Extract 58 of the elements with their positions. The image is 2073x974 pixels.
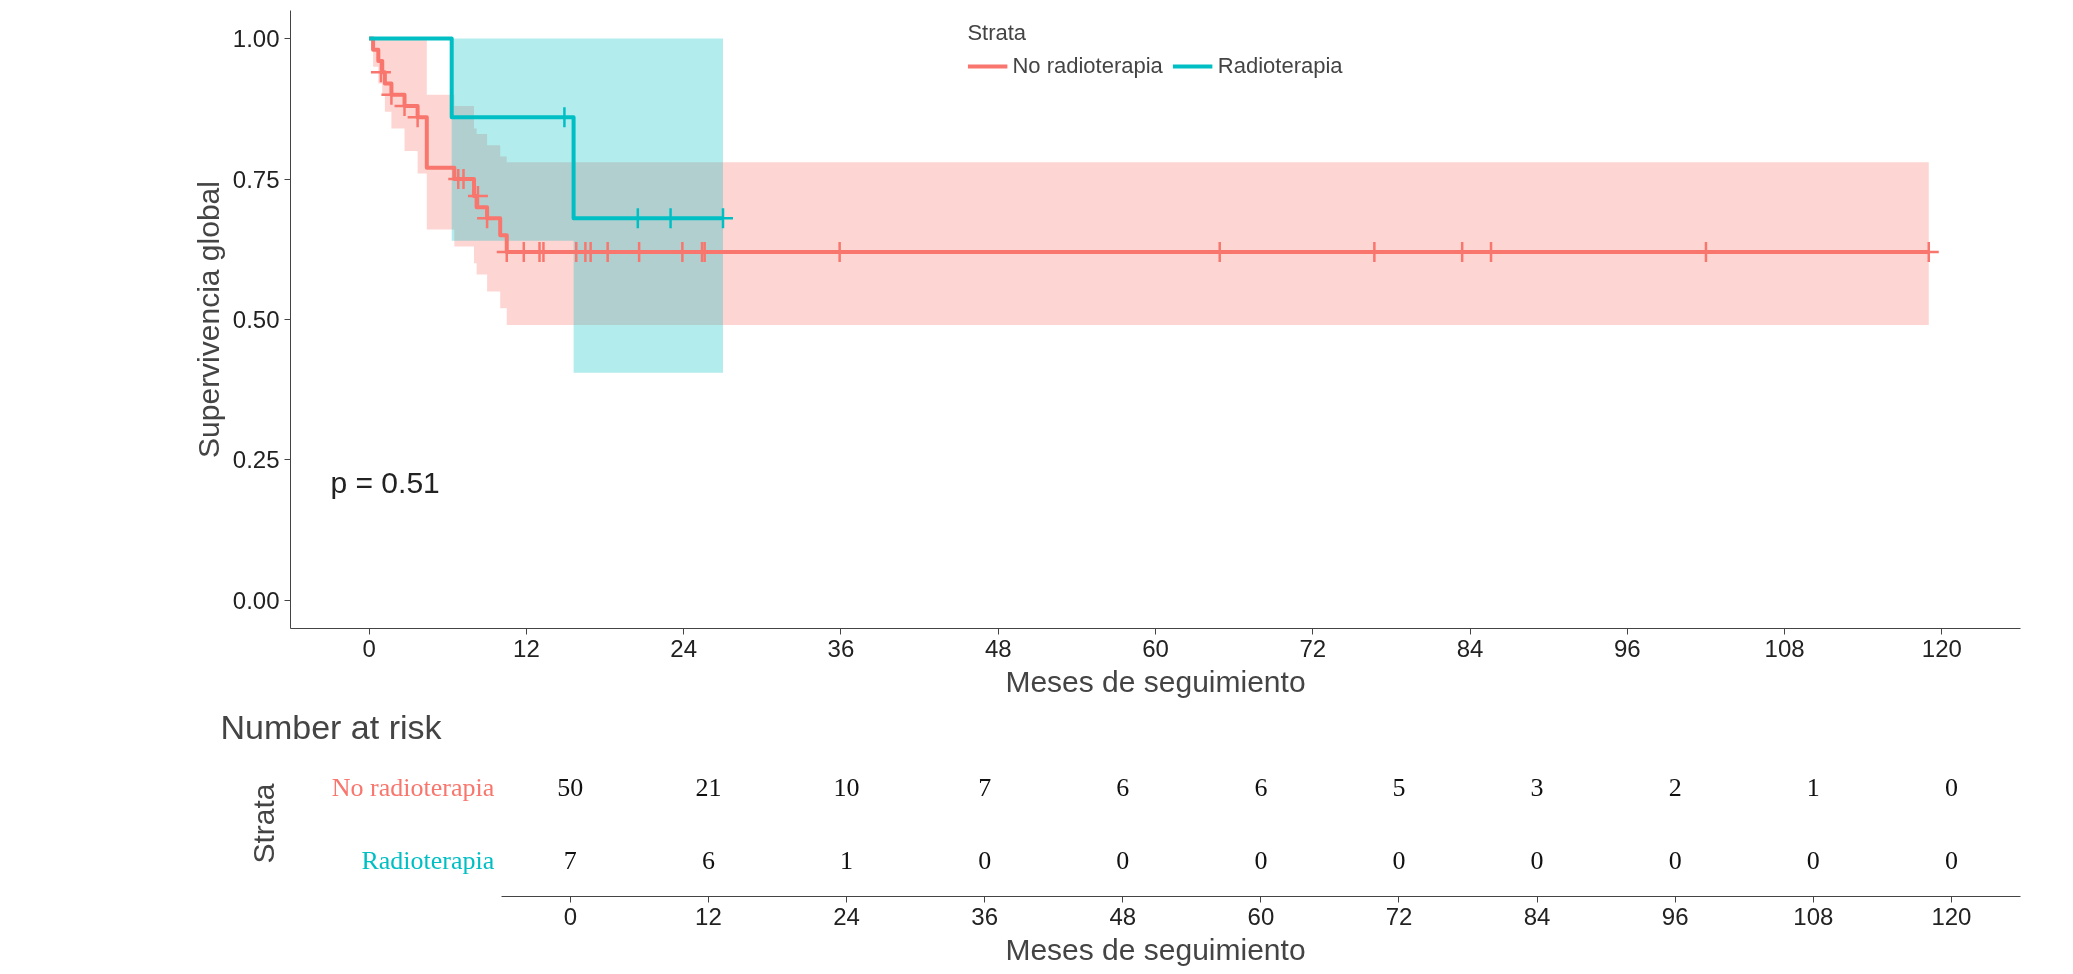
y-tick-label: 0.00 — [232, 586, 280, 614]
data-label: 0 — [978, 845, 992, 875]
y-tick-label: 0.25 — [232, 446, 280, 474]
data-label: 50 — [557, 772, 584, 802]
data-label: 5 — [1392, 772, 1406, 802]
x-tick-label: 120 — [1931, 902, 1972, 930]
data-label: 0 — [1944, 772, 1958, 802]
data-label: 0 — [1530, 845, 1544, 875]
x-tick-label: 48 — [984, 634, 1012, 662]
x-tick-label: 24 — [833, 902, 860, 930]
x-tick-label: 96 — [1613, 634, 1641, 662]
data-label: 7 — [978, 772, 992, 802]
y-tick-label: 0.50 — [232, 306, 280, 333]
x-tick-label: 72 — [1385, 902, 1413, 930]
x-tick-label: 36 — [827, 634, 855, 662]
legend-title: Strata — [967, 20, 1028, 46]
data-label: 21 — [695, 772, 722, 802]
data-label: 7 — [563, 845, 577, 875]
data-label: 0 — [1668, 845, 1682, 875]
data-label: 0 — [1944, 845, 1958, 875]
y-axis-title: Strata — [246, 783, 280, 864]
data-label: 1 — [1806, 772, 1820, 802]
x-tick-label: 84 — [1456, 634, 1484, 662]
x-tick-label: 72 — [1299, 634, 1327, 662]
x-tick-label: 60 — [1142, 634, 1169, 662]
x-tick-label: 108 — [1793, 902, 1834, 930]
x-tick-label: 120 — [1921, 634, 1962, 662]
data-label: 0 — [1806, 845, 1820, 875]
annotation: p = 0.51 — [330, 465, 440, 499]
chart-title: Number at risk — [220, 707, 443, 746]
x-tick-label: 84 — [1523, 902, 1551, 930]
data-label: 6 — [701, 845, 715, 875]
data-label: 10 — [833, 772, 860, 802]
data-label: 0 — [1116, 845, 1130, 875]
x-tick-label: 0 — [563, 902, 577, 930]
y-axis-title: Supervivencia global — [191, 181, 225, 458]
x-tick-label: 60 — [1247, 902, 1275, 930]
data-label: 1 — [840, 845, 854, 875]
x-tick-label: 0 — [362, 634, 376, 662]
x-tick-label: 108 — [1764, 634, 1805, 662]
data-label: 3 — [1530, 772, 1544, 802]
y-tick-label: 1.00 — [232, 25, 280, 53]
x-tick-label: 96 — [1661, 902, 1689, 930]
data-label: 2 — [1668, 772, 1682, 802]
legend-label: No radioterapia — [1012, 53, 1163, 79]
data-label: 6 — [1116, 772, 1130, 802]
x-axis-title: Meses de seguimiento — [1005, 664, 1306, 698]
data-label: 0 — [1392, 845, 1406, 875]
x-tick-label: 48 — [1109, 902, 1137, 930]
x-tick-label: 12 — [695, 902, 722, 930]
x-axis-title: Meses de seguimiento — [1005, 932, 1306, 966]
data-label: 6 — [1254, 772, 1268, 802]
x-tick-label: 12 — [513, 634, 540, 662]
legend-label: Radioterapia — [1217, 53, 1343, 79]
x-tick-label: 24 — [670, 634, 698, 662]
x-tick-label: 36 — [971, 902, 999, 930]
data-label: 0 — [1254, 845, 1268, 875]
y-tick-label: 0.75 — [232, 165, 280, 193]
